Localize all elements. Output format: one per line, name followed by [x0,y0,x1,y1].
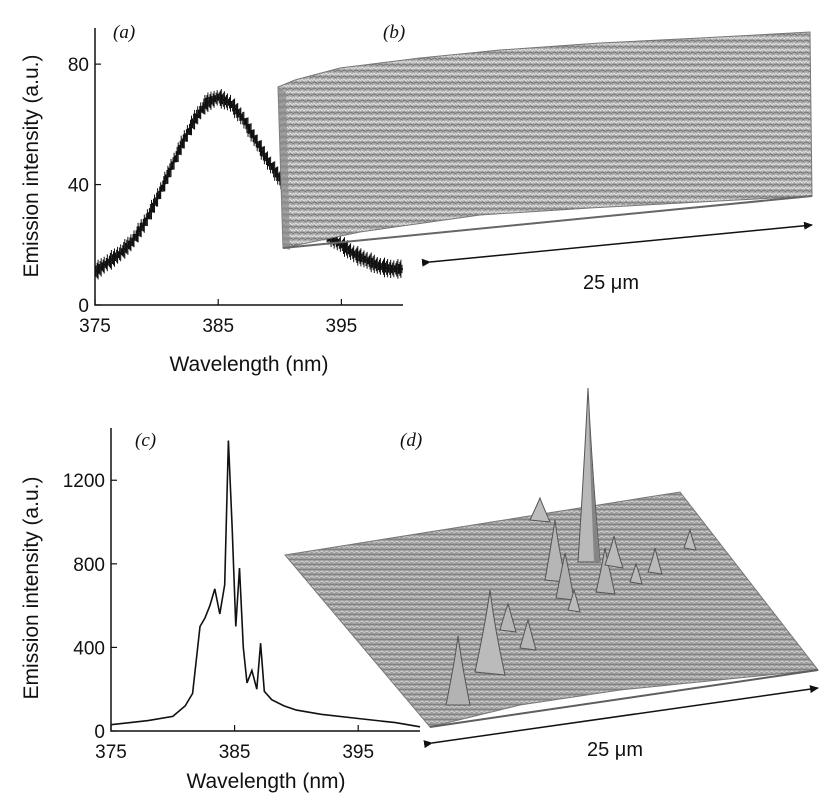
surface-b [277,31,813,249]
y-tick-label-a: 40 [68,176,89,197]
scale-label-b: 25 μm [583,272,639,294]
ticks-a: 375 385 395 0 40 80 [68,55,357,337]
x-tick-label-a: 395 [326,316,358,337]
surface-d [284,491,819,728]
panel-b: (b) 25 μm [277,22,813,294]
x-axis-label-c: Wavelength (nm) [186,770,345,793]
y-axis-label-a: Emission intensity (a.u.) [20,55,43,278]
panel-label-c: (c) [135,430,156,451]
panel-a: 375 385 395 0 40 80 (a) Wavelength (nm) Emiss… [20,22,403,376]
surface-b-side [278,87,290,250]
y-tick-label-a: 0 [78,296,89,317]
y-tick-label-a: 80 [68,55,89,76]
y-tick-label-c: 1200 [63,471,105,492]
x-tick-label-c: 375 [95,742,127,763]
x-tick-label-a: 385 [202,316,234,337]
ticks-c: 375 385 395 0 400 800 1200 [63,471,374,763]
y-tick-label-c: 800 [73,555,105,576]
x-tick-label-a: 375 [79,316,111,337]
x-tick-label-c: 385 [219,742,251,763]
scale-arrow-d [423,685,819,749]
x-axis-label-a: Wavelength (nm) [169,353,328,376]
y-tick-label-c: 0 [94,722,105,743]
panel-label-d: (d) [400,430,422,451]
panel-d: (d) 25 μm [284,387,819,761]
scale-arrow-b [421,221,813,267]
y-tick-label-c: 400 [73,638,105,659]
panel-label-a: (a) [113,22,135,43]
y-axis-label-c: Emission intensity (a.u.) [20,477,43,700]
scale-label-d: 25 μm [587,739,643,761]
series-line-c [110,440,421,728]
x-tick-label-c: 395 [342,742,374,763]
panel-label-b: (b) [383,22,405,43]
panel-c: 375 385 395 0 400 800 1200 (c) Wavelength (nm)… [20,428,421,793]
